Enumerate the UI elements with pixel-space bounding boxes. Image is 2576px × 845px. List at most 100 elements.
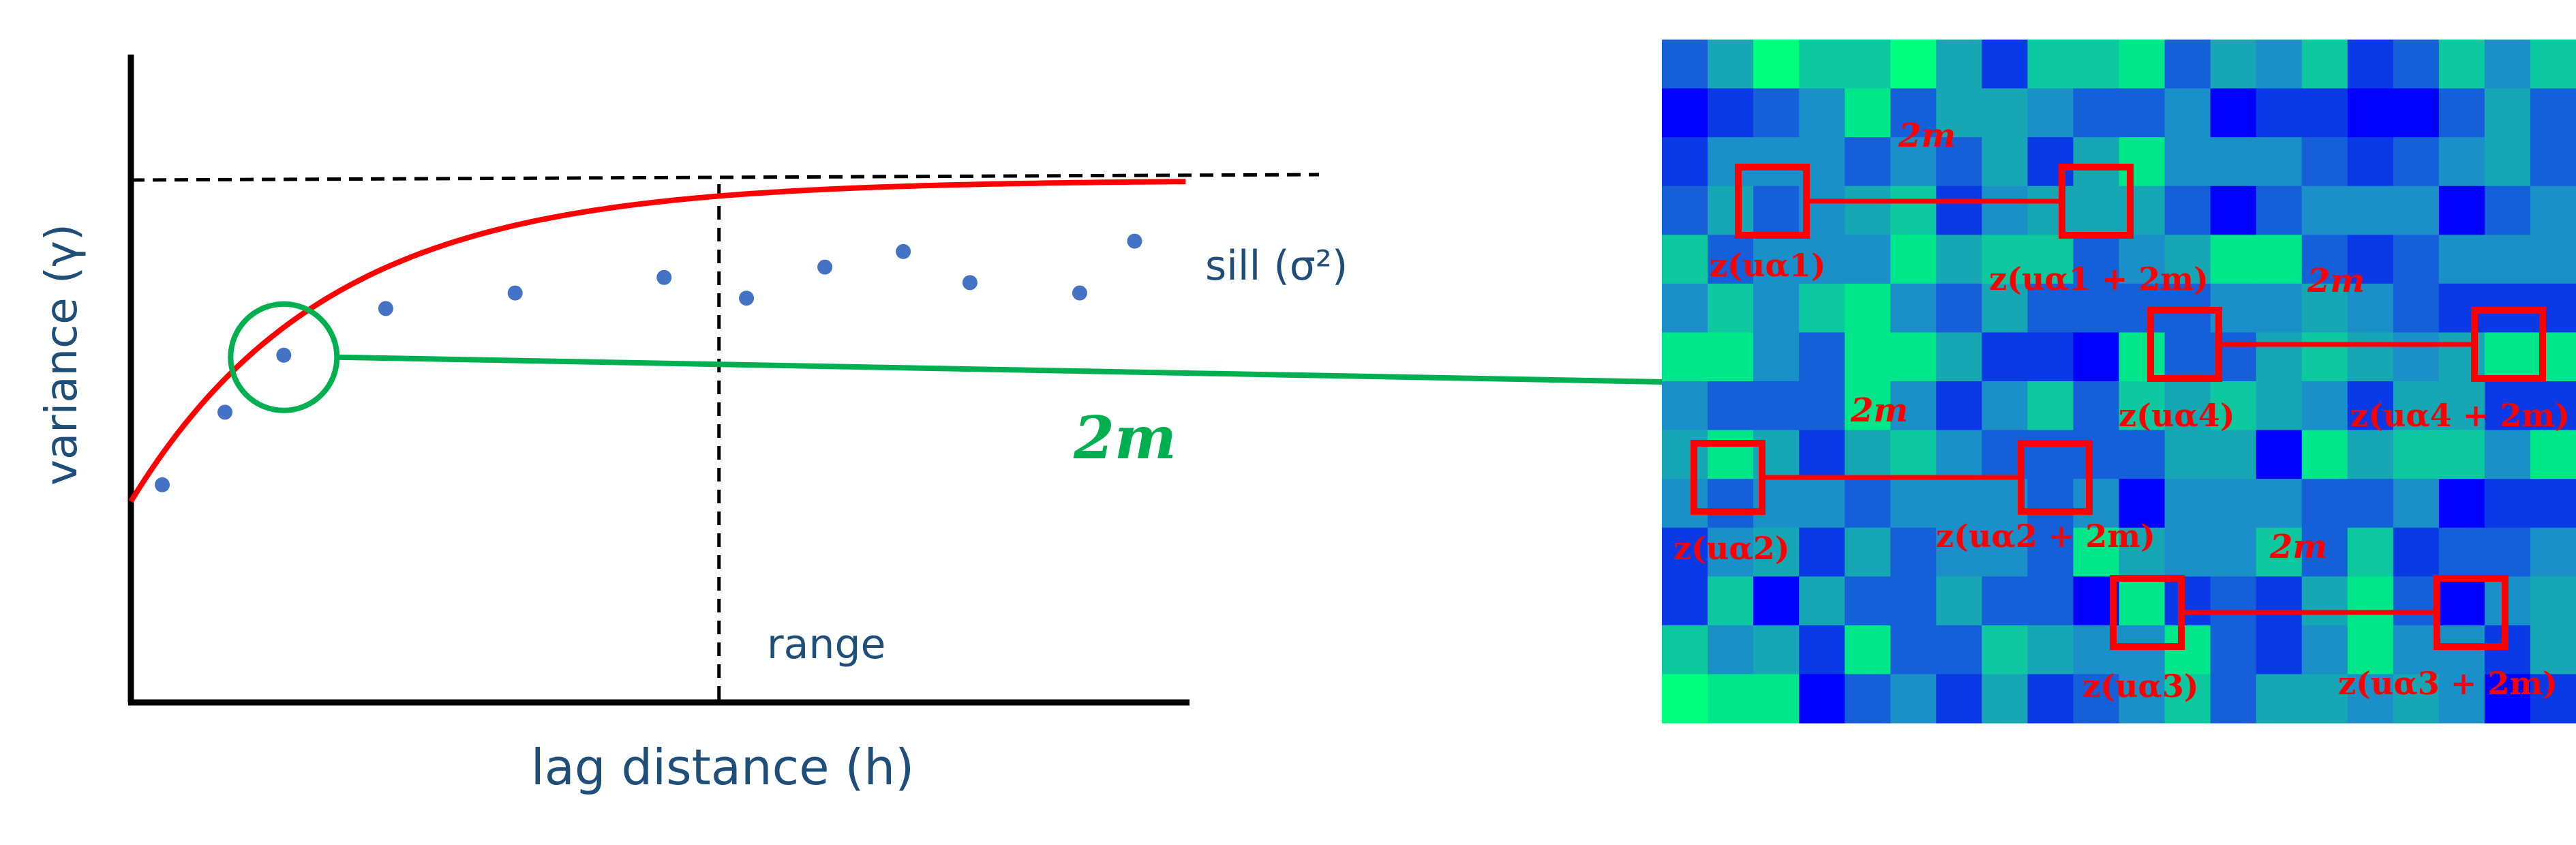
grid-cell [2393, 332, 2440, 382]
grid-cell [2301, 430, 2348, 479]
lag-pair-distance-label: 2m [2307, 262, 2365, 300]
grid-cell [2119, 186, 2166, 235]
grid-cell [1799, 527, 1845, 577]
grid-cell [2438, 674, 2485, 724]
grid-cell [2256, 332, 2303, 382]
grid-cell [1753, 381, 1800, 431]
grid-cell [1890, 235, 1937, 284]
grid-cell [2530, 186, 2576, 235]
grid-cell [2347, 527, 2394, 577]
grid-cell [2438, 88, 2485, 138]
head-value-label: z(uα1 + 2m) [1989, 261, 2209, 297]
grid-cell [1753, 283, 1800, 333]
head-value-label: z(uα4 + 2m) [2350, 397, 2570, 434]
grid-cell [2210, 527, 2257, 577]
grid-cell [1845, 381, 1891, 431]
grid-cell [2073, 235, 2120, 284]
grid-cell [2210, 137, 2257, 187]
grid-cell [1799, 479, 1845, 529]
grid-cell [1662, 576, 1708, 626]
grid-cell [2530, 674, 2576, 724]
grid-cell [2393, 283, 2440, 333]
grid-cell [2301, 479, 2348, 529]
grid-cell [1799, 88, 1845, 138]
grid-cell [1662, 674, 1708, 724]
grid-cell [2347, 332, 2394, 382]
grid-cell [1799, 430, 1845, 479]
grid-cell [1982, 332, 2028, 382]
grid-cell [2119, 88, 2166, 138]
grid-cell [1890, 674, 1937, 724]
grid-cell [1845, 235, 1891, 284]
grid-cell [2119, 674, 2166, 724]
grid-cell [2438, 332, 2485, 382]
experimental-point [378, 301, 393, 316]
grid-cell [1845, 332, 1891, 382]
grid-cell [1890, 430, 1937, 479]
grid-cell [2119, 576, 2166, 626]
grid-cell [2347, 186, 2394, 235]
grid-cell [2256, 235, 2303, 284]
grid-cell [1662, 283, 1708, 333]
grid-cell [2530, 625, 2576, 675]
grid-cell [2484, 381, 2531, 431]
grid-cell [1936, 283, 1982, 333]
grid-cell [1936, 674, 1982, 724]
grid-cell [2027, 235, 2074, 284]
grid-cell [2347, 674, 2394, 724]
grid-cell [2530, 430, 2576, 479]
grid-cell [2301, 186, 2348, 235]
grid-cell [2530, 381, 2576, 431]
grid-cell [2347, 235, 2394, 284]
grid-cell [1662, 430, 1708, 479]
grid-cell [2027, 88, 2074, 138]
grid-cell [1753, 186, 1800, 235]
grid-cell [2256, 576, 2303, 626]
grid-cell [2027, 283, 2074, 333]
grid-cell [2027, 40, 2074, 89]
grid-cell [1982, 40, 2028, 89]
grid-cell [1662, 186, 1708, 235]
grid-cell [2438, 40, 2485, 89]
grid-cell [2073, 283, 2120, 333]
grid-cell [1845, 674, 1891, 724]
grid-cell [2027, 527, 2074, 577]
grid-cell [2073, 674, 2120, 724]
grid-cell [2210, 576, 2257, 626]
grid-cell [1890, 527, 1937, 577]
grid-cell [1708, 479, 1754, 529]
grid-cell [1936, 479, 1982, 529]
grid-cell [2530, 479, 2576, 529]
grid-cell [2210, 40, 2257, 89]
grid-cell [2393, 576, 2440, 626]
grid-cell [1799, 625, 1845, 675]
grid-cell [1753, 625, 1800, 675]
grid-cell [2073, 381, 2120, 431]
grid-cell [2027, 479, 2074, 529]
grid-cell [2484, 527, 2531, 577]
grid-cell [1936, 137, 1982, 187]
grid-cell [2027, 625, 2074, 675]
grid-cell [2210, 235, 2257, 284]
grid-cell [1982, 381, 2028, 431]
grid-cell [1662, 332, 1708, 382]
grid-cell [2484, 235, 2531, 284]
grid-cell [2073, 332, 2120, 382]
grid-cell [1708, 527, 1754, 577]
grid-cell [2210, 479, 2257, 529]
variogram-chart: variance (γ) lag distance (h) sill (σ²) … [37, 55, 1664, 796]
grid-cell [2256, 186, 2303, 235]
grid-cell [1662, 137, 1708, 187]
grid-cell [2210, 381, 2257, 431]
grid-cell [1708, 430, 1754, 479]
grid-cell [1845, 625, 1891, 675]
grid-cell [2530, 137, 2576, 187]
experimental-point [817, 259, 833, 275]
grid-cell [2164, 40, 2211, 89]
grid-cell [2164, 137, 2211, 187]
grid-cell [1708, 235, 1754, 284]
head-value-label: z(uα3 + 2m) [2338, 665, 2558, 702]
connector-line [337, 354, 1664, 385]
grid-cell [1799, 332, 1845, 382]
